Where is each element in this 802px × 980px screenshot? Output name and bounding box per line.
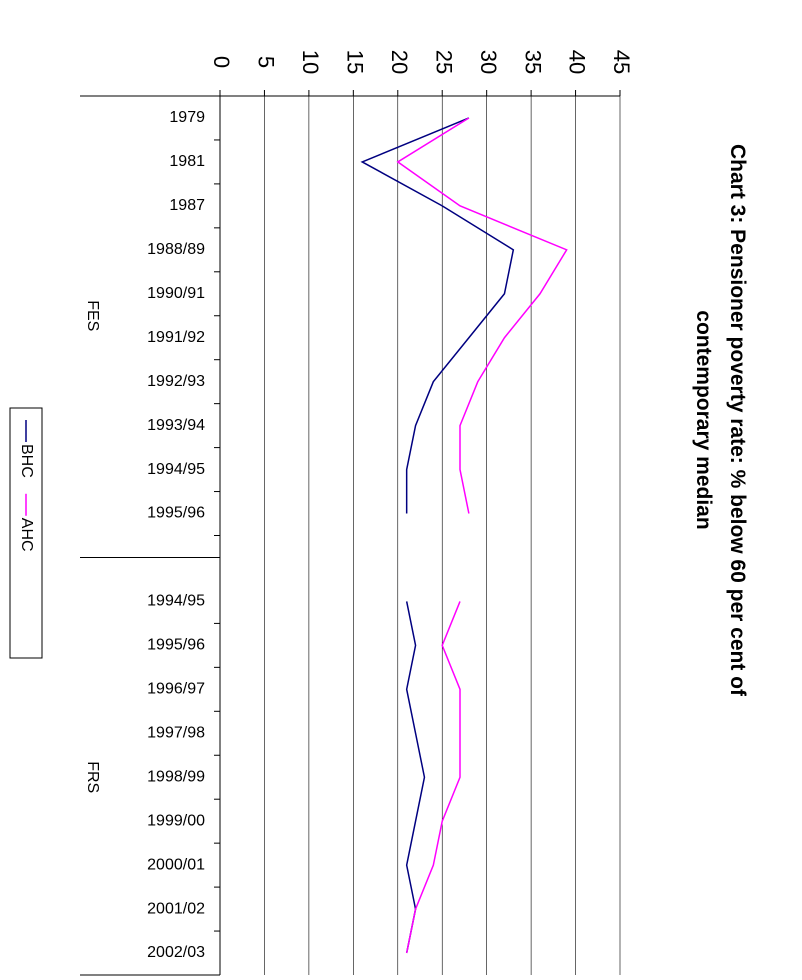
x-tick-label: 1998/99 — [147, 768, 205, 785]
x-tick-label: 1990/91 — [147, 285, 205, 302]
x-tick-label: 1997/98 — [147, 724, 205, 741]
x-tick-label: 1987 — [169, 197, 205, 214]
x-tick-label: 1992/93 — [147, 373, 205, 390]
x-tick-label: 1993/94 — [147, 417, 205, 434]
legend-label: BHC — [18, 444, 35, 478]
x-tick-label: 1979 — [169, 109, 205, 126]
y-tick-label: 20 — [387, 50, 412, 74]
y-tick-label: 35 — [520, 50, 545, 74]
x-tick-label: 1988/89 — [147, 241, 205, 258]
x-tick-label: 1994/95 — [147, 461, 205, 478]
group-label: FRS — [84, 761, 101, 793]
y-tick-label: 30 — [476, 50, 501, 74]
group-label: FES — [84, 300, 101, 331]
y-tick-label: 5 — [254, 56, 279, 68]
x-tick-label: 1994/95 — [147, 593, 205, 610]
y-tick-label: 25 — [431, 50, 456, 74]
y-tick-label: 0 — [209, 56, 234, 68]
x-tick-label: 1981 — [169, 153, 205, 170]
y-tick-label: 40 — [565, 50, 590, 74]
x-tick-label: 2001/02 — [147, 900, 205, 917]
x-tick-label: 1995/96 — [147, 637, 205, 654]
legend-label: AHC — [18, 518, 35, 552]
y-tick-label: 10 — [298, 50, 323, 74]
x-tick-label: 2000/01 — [147, 856, 205, 873]
x-tick-label: 1996/97 — [147, 681, 205, 698]
y-tick-label: 15 — [343, 50, 368, 74]
x-tick-label: 2002/03 — [147, 944, 205, 961]
series-line — [360, 117, 515, 954]
legend: BHC AHC — [18, 420, 35, 552]
series-line — [396, 117, 568, 954]
chart-title: Chart 3: Pensioner poverty rate: % below… — [692, 144, 749, 696]
y-tick-label: 45 — [609, 50, 634, 74]
x-tick-label: 1991/92 — [147, 329, 205, 346]
x-tick-label: 1999/00 — [147, 812, 205, 829]
legend-box — [9, 407, 43, 659]
x-tick-label: 1995/96 — [147, 505, 205, 522]
